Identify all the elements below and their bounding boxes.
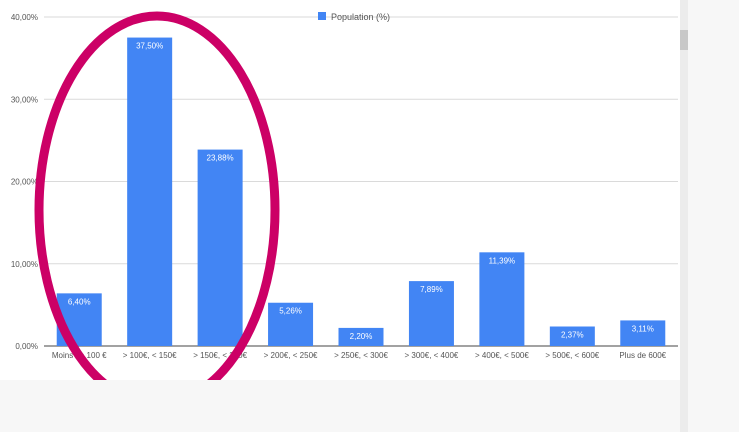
legend: Population (%) <box>318 12 390 22</box>
x-tick-label: > 250€, < 300€ <box>334 351 388 360</box>
y-tick-label: 20,00% <box>11 178 38 187</box>
data-label: 3,11% <box>632 324 654 333</box>
data-label: 11,39% <box>489 256 516 265</box>
data-label: 23,88% <box>207 154 234 163</box>
x-tick-label: > 300€, < 400€ <box>405 351 459 360</box>
data-label: 2,37% <box>561 331 584 340</box>
legend-label: Population (%) <box>331 12 390 22</box>
y-tick-label: 40,00% <box>11 13 38 22</box>
y-tick-label: 10,00% <box>11 260 38 269</box>
x-tick-label: Plus de 600€ <box>619 351 666 360</box>
highlight-ellipse <box>34 11 280 380</box>
bar[interactable] <box>268 302 314 346</box>
bar[interactable] <box>127 37 173 346</box>
scrollbar-track[interactable] <box>680 0 688 432</box>
legend-swatch <box>318 12 326 20</box>
bars <box>56 37 666 346</box>
bar[interactable] <box>549 326 595 346</box>
data-label: 5,26% <box>279 307 302 316</box>
bar[interactable] <box>338 327 384 346</box>
y-tick-label: 30,00% <box>11 95 38 104</box>
x-tick-label: > 200€, < 250€ <box>264 351 318 360</box>
bar-chart: 0,00%10,00%20,00%30,00%40,00%6,40%Moins … <box>11 11 678 380</box>
scrollbar-thumb[interactable] <box>680 30 688 50</box>
x-tick-label: > 150€, < 200€ <box>193 351 247 360</box>
y-tick-label: 0,00% <box>15 342 38 351</box>
data-label: 37,50% <box>136 42 163 51</box>
bar[interactable] <box>408 281 454 346</box>
x-tick-label: > 100€, < 150€ <box>123 351 177 360</box>
data-label: 2,20% <box>350 332 373 341</box>
bar[interactable] <box>197 149 243 346</box>
bar[interactable] <box>479 252 525 346</box>
labels: 0,00%10,00%20,00%30,00%40,00%6,40%Moins … <box>11 13 667 360</box>
x-tick-label: > 500€, < 600€ <box>545 351 599 360</box>
annotation <box>34 11 280 380</box>
data-label: 7,89% <box>420 285 443 294</box>
x-tick-label: > 400€, < 500€ <box>475 351 529 360</box>
data-label: 6,40% <box>68 297 91 306</box>
chart-card <box>0 0 680 380</box>
bar[interactable] <box>620 320 666 346</box>
